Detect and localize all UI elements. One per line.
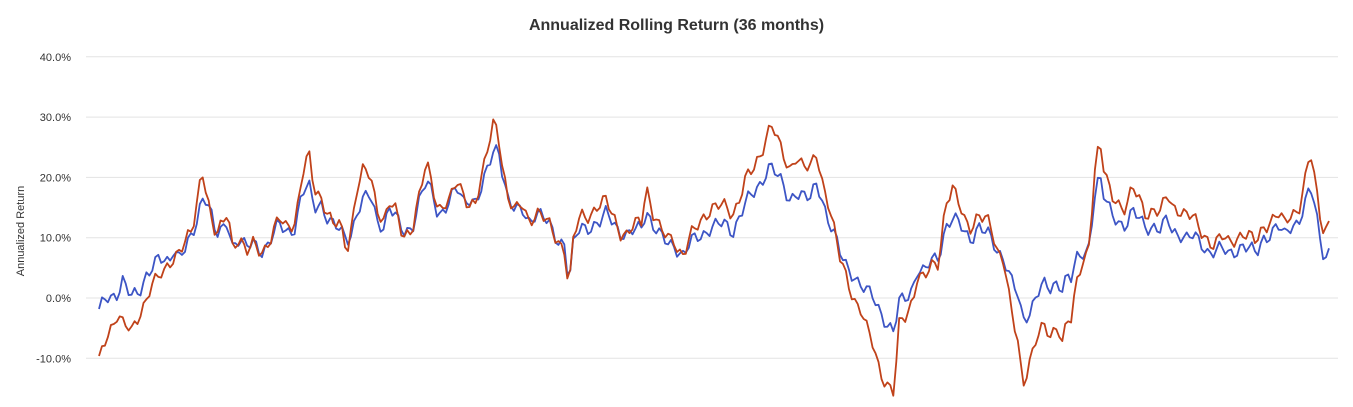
chart-title: Annualized Rolling Return (36 months): [528, 17, 825, 34]
y-tick-label: 40.0%: [40, 52, 71, 64]
y-tick-label: -10.0%: [36, 353, 71, 365]
y-tick-label: 30.0%: [40, 112, 71, 124]
y-tick-label: 10.0%: [40, 233, 71, 245]
series-line-2: [98, 118, 1330, 397]
y-tick-label: 20.0%: [40, 172, 71, 184]
series-lines: [98, 118, 1330, 397]
series-line-1: [98, 144, 1330, 333]
y-tick-label: 0.0%: [46, 293, 71, 305]
gridlines: [86, 56, 1338, 359]
y-tick-labels: -10.0% 0.0% 10.0% 20.0% 30.0% 40.0%: [36, 52, 71, 365]
